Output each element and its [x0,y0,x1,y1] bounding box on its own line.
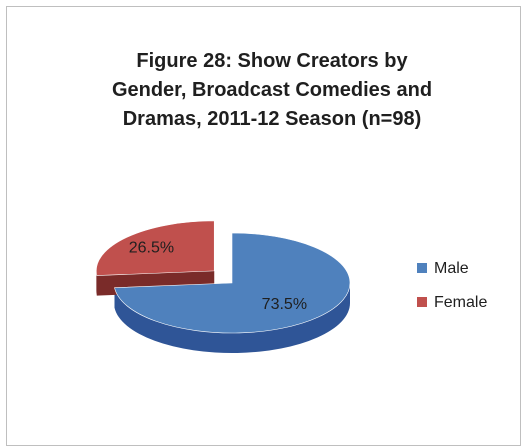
chart-title-line-1: Figure 28: Show Creators by [136,50,408,72]
chart-title: Figure 28: Show Creators by Gender, Broa… [47,47,497,134]
pie-slice-male-side [114,283,351,353]
chart-title-line-2: Gender, Broadcast Comedies and [111,79,433,101]
legend-label-female: Female [434,294,487,311]
pie-label-male: 73.5% [262,296,307,313]
legend-swatch-male [417,263,427,273]
legend: Male Female [417,260,487,311]
pie-slice-male [114,232,351,334]
chart-title-line-3: Dramas, 2011-12 Season (n=98) [122,108,422,130]
pie-label-female: 26.5% [129,240,174,257]
legend-swatch-female [417,297,427,307]
pie-slice-female-side [96,270,97,296]
pie-slice-female [95,220,215,276]
pie-layer: 73.5% 26.5% [95,220,351,353]
legend-label-male: Male [434,260,469,277]
chart-frame: Figure 28: Show Creators by Gender, Broa… [6,6,521,446]
